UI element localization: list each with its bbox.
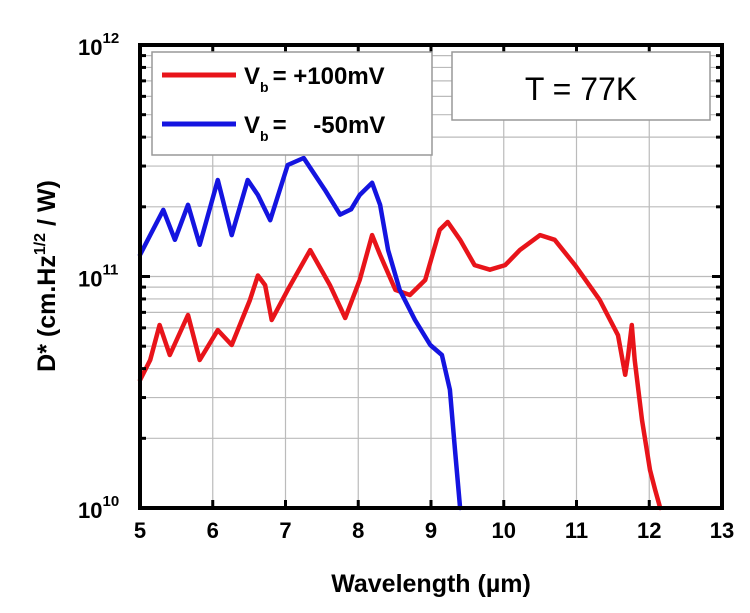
y-tick-label: 1010 bbox=[78, 493, 119, 523]
x-tick-label: 5 bbox=[134, 518, 146, 543]
series-lines bbox=[137, 155, 663, 511]
x-tick-label: 9 bbox=[425, 518, 437, 543]
x-tick-label: 13 bbox=[710, 518, 734, 543]
temperature-annotation: T = 77K bbox=[451, 51, 711, 121]
y-tick-label: 1011 bbox=[78, 262, 118, 292]
axis-ticks bbox=[138, 43, 724, 510]
x-tick-label: 7 bbox=[279, 518, 291, 543]
x-axis-label: Wavelength (µm) bbox=[331, 570, 531, 598]
y-tick-labels: 1010 1011 1012 bbox=[78, 30, 119, 523]
x-tick-label: 12 bbox=[637, 518, 661, 543]
y-tick-label: 1012 bbox=[78, 30, 119, 60]
y-axis-label: D* (cm.Hz1/2 / W) bbox=[32, 180, 61, 372]
x-tick-label: 8 bbox=[352, 518, 364, 543]
series-line-minus50mV bbox=[137, 155, 463, 511]
x-tick-label: 6 bbox=[207, 518, 219, 543]
legend-label-100mV: Vb = +100mV bbox=[244, 63, 385, 95]
temperature-label: T = 77K bbox=[525, 71, 637, 107]
x-tick-labels: 5 6 7 8 9 10 11 12 13 bbox=[134, 518, 734, 543]
legend-label-50mV: Vb = -50mV bbox=[244, 112, 385, 144]
legend: Vb = +100mV Vb = -50mV bbox=[151, 51, 433, 156]
x-tick-label: 11 bbox=[565, 518, 588, 543]
series-line-plus100mV bbox=[137, 219, 663, 511]
x-tick-label: 10 bbox=[492, 518, 516, 543]
